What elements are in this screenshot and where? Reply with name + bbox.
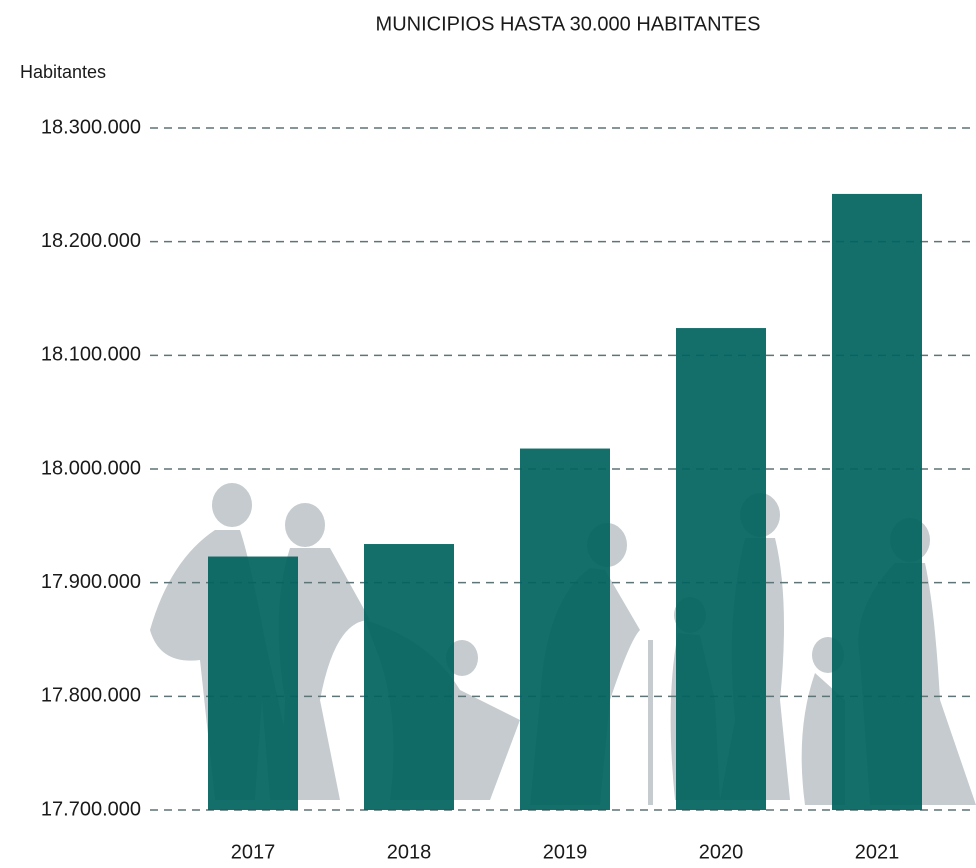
x-tick-label: 2019 — [543, 841, 588, 863]
x-tick-label: 2020 — [699, 841, 744, 863]
x-tick-label: 2021 — [855, 841, 900, 863]
bar — [520, 449, 610, 810]
y-tick-label: 17.800.000 — [41, 685, 141, 707]
bar — [832, 194, 922, 810]
y-tick-label: 18.300.000 — [41, 116, 141, 138]
y-tick-label: 18.000.000 — [41, 457, 141, 479]
bar — [676, 328, 766, 810]
y-tick-label: 18.100.000 — [41, 344, 141, 366]
chart-title: MUNICIPIOS HASTA 30.000 HABITANTES — [376, 13, 761, 35]
bar — [208, 557, 298, 810]
x-tick-label: 2018 — [387, 841, 432, 863]
x-tick-label: 2017 — [231, 841, 276, 863]
y-tick-label: 17.900.000 — [41, 571, 141, 593]
y-tick-label: 17.700.000 — [41, 798, 141, 820]
y-axis-label: Habitantes — [20, 62, 106, 82]
chart: MUNICIPIOS HASTA 30.000 HABITANTES Habit… — [0, 0, 976, 868]
bar — [364, 544, 454, 810]
y-tick-label: 18.200.000 — [41, 230, 141, 252]
